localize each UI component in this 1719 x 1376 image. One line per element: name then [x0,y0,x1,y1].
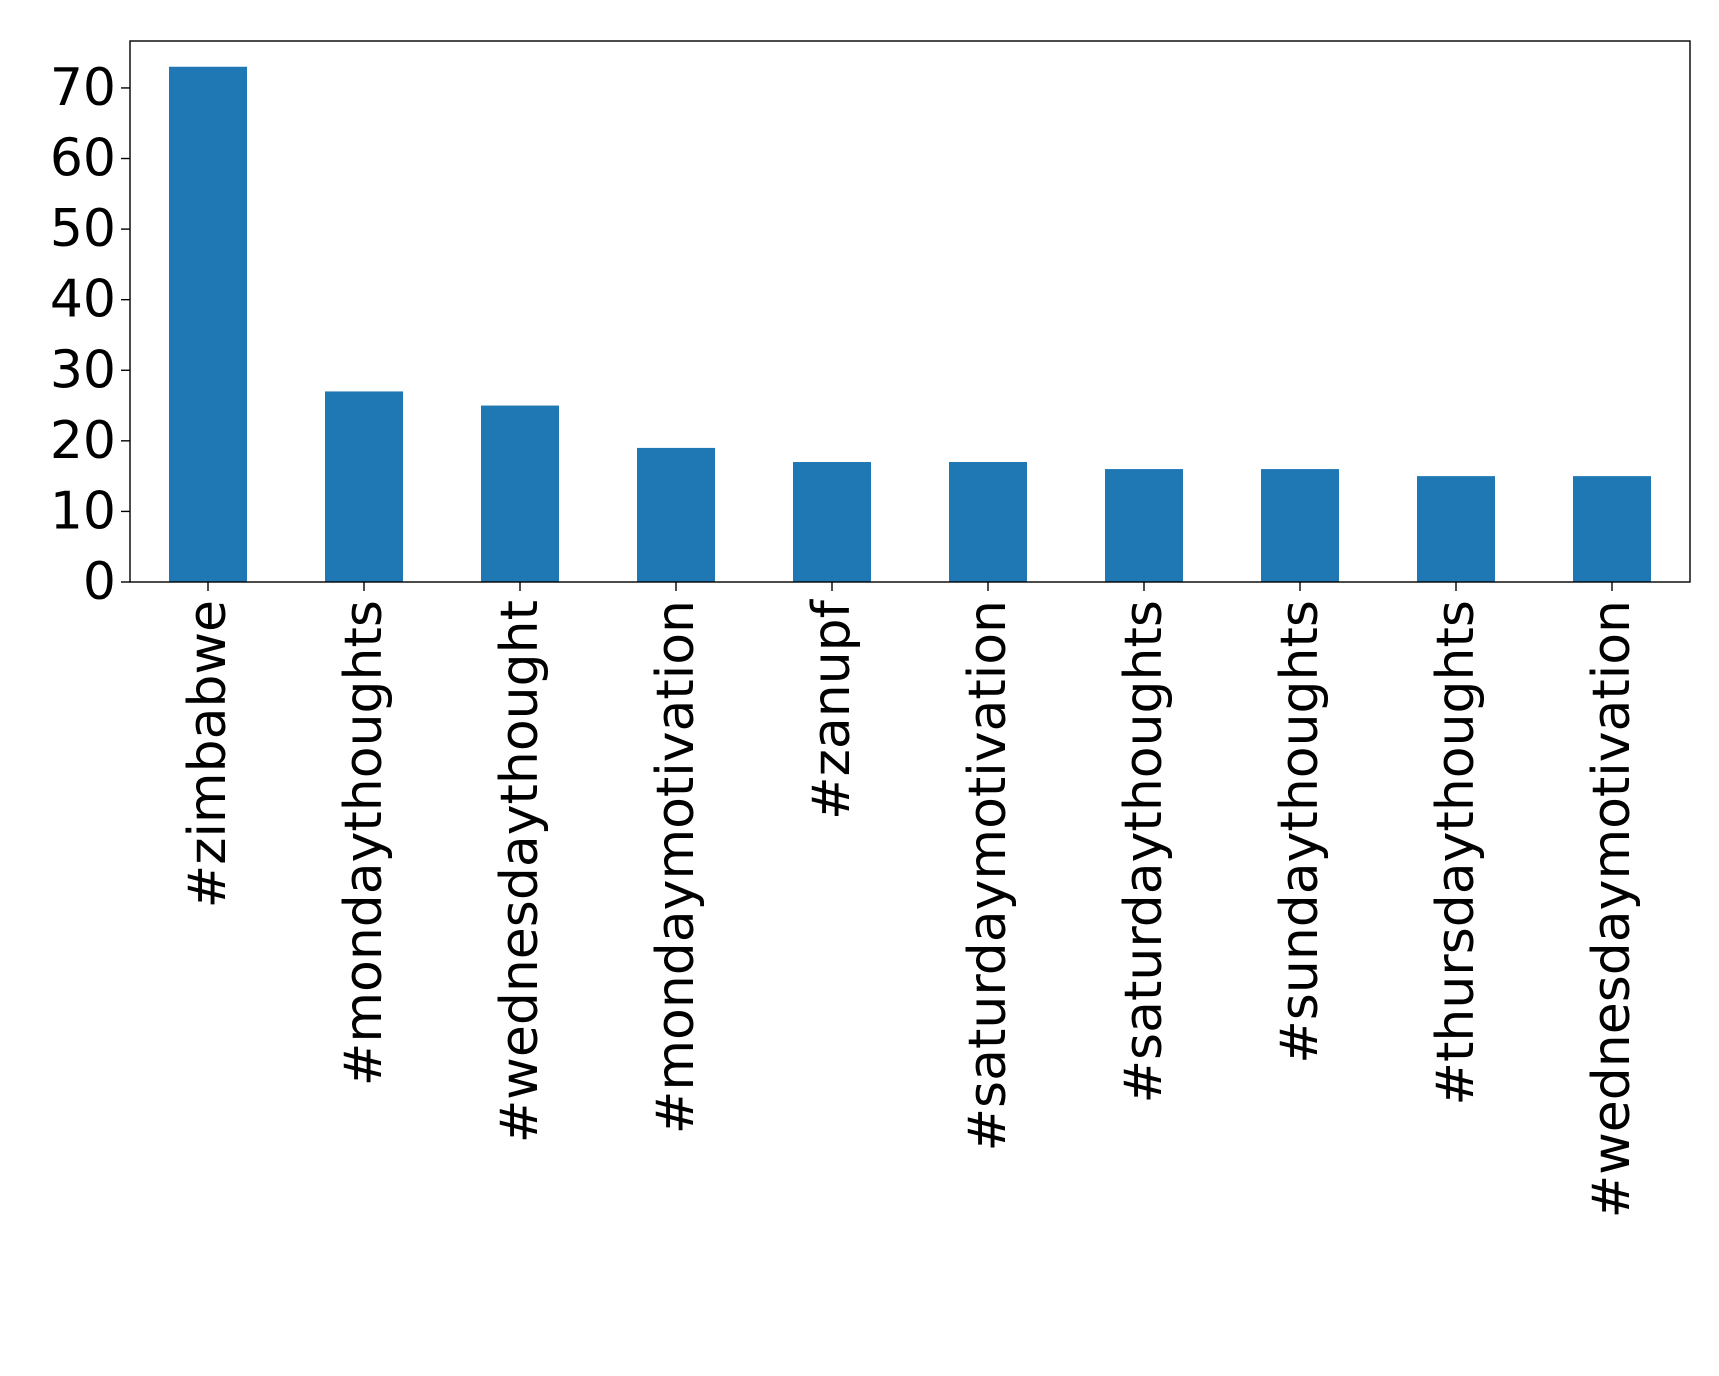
x-tick-label-mondaythoughts: #mondaythoughts [334,600,394,1086]
bar-wednesdaymotivation [1573,476,1651,582]
bar-mondaymotivation [637,447,715,582]
x-tick-label-zanupf: #zanupf [802,598,862,820]
x-tick-label-mondaymotivation: #mondaymotivation [646,600,706,1134]
bar-thursdaythoughts [1417,476,1495,582]
x-tick-label-sundaythoughts: #sundaythoughts [1270,600,1330,1064]
bar-zimbabwe [169,66,247,582]
y-tick-label: 30 [50,340,116,400]
y-tick-label: 70 [50,58,116,118]
bar-wednesdaythought [481,405,559,582]
x-axis: #zimbabwe #mondaythoughts #wednesdaythough… [178,582,1642,1218]
y-tick-label: 10 [50,481,116,541]
x-tick-label-thursdaythoughts: #thursdaythoughts [1426,600,1486,1106]
plot-frame [129,40,1691,583]
y-tick-label: 0 [83,552,116,612]
y-tick-label: 40 [50,270,116,330]
bar-mondaythoughts [325,391,403,582]
x-tick-label-wednesdaymotivation: #wednesdaymotivation [1582,600,1642,1218]
y-tick-label: 60 [50,129,116,189]
bar-saturdaythoughts [1105,469,1183,582]
bars-layer [169,66,1651,582]
bar-saturdaymotivation [949,462,1027,582]
y-axis: 0 10 20 30 40 50 60 70 [50,58,130,612]
x-tick-label-saturdaythoughts: #saturdaythoughts [1114,600,1174,1104]
x-tick-label-zimbabwe: #zimbabwe [178,600,238,908]
bar-sundaythoughts [1261,469,1339,582]
bar-zanupf [793,462,871,582]
y-tick-label: 50 [50,199,116,259]
x-tick-label-wednesdaythought: #wednesdaythought [490,600,550,1143]
x-tick-label-saturdaymotivation: #saturdaymotivation [958,600,1018,1152]
y-tick-label: 20 [50,411,116,471]
